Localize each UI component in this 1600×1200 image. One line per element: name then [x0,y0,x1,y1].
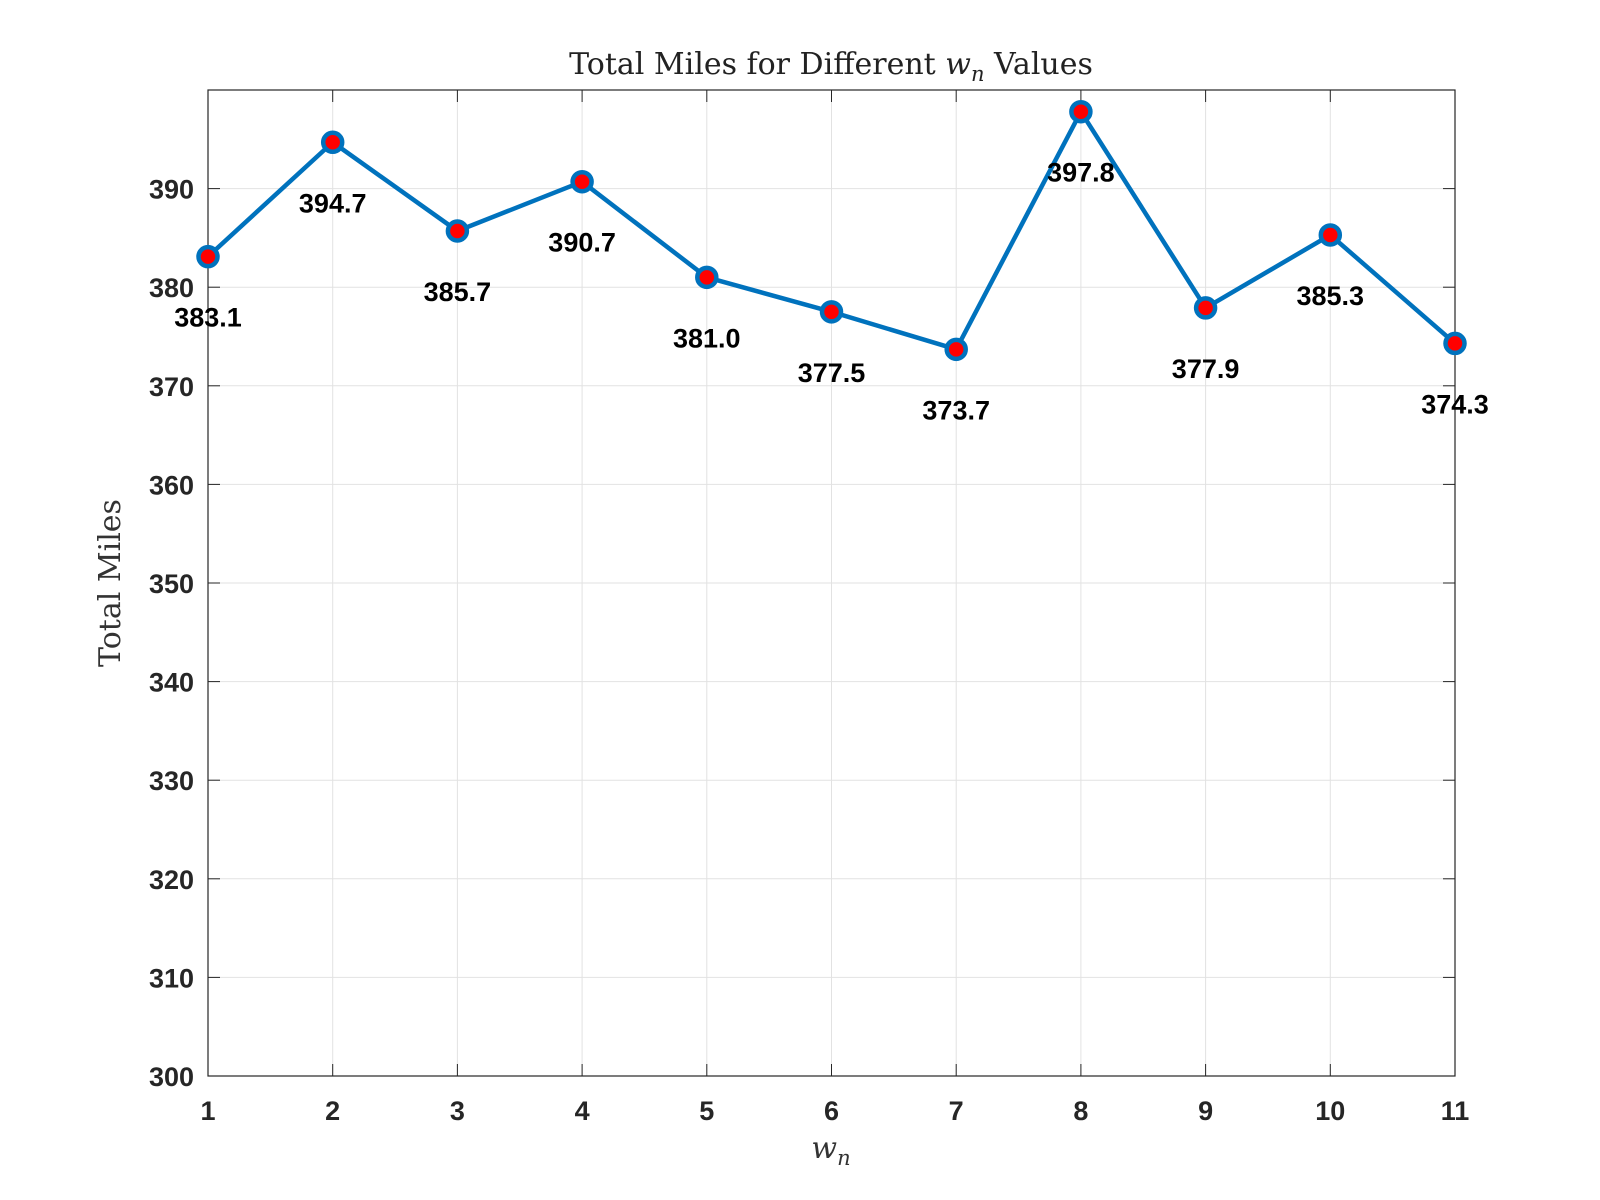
x-tick-label: 2 [325,1096,340,1126]
data-point [819,300,844,324]
y-tick-label: 340 [149,668,194,698]
y-tick-label: 370 [149,372,194,402]
data-label: 390.7 [548,228,616,258]
x-tick-label: 5 [699,1096,714,1126]
data-point [944,337,968,362]
series-miles [196,99,1467,362]
y-tick-label: 330 [149,766,194,796]
data-point [1193,296,1218,320]
y-tick-label: 320 [149,865,194,895]
x-axis-label: wn [811,1131,850,1170]
x-tick-label: 4 [575,1096,590,1126]
data-label: 381.0 [673,323,741,353]
data-point [320,130,345,155]
y-tick-label: 350 [149,569,194,599]
y-tick-label: 390 [149,175,194,205]
data-label: 374.3 [1421,389,1489,419]
data-point [570,169,594,194]
grid [207,90,1456,1077]
data-point [1443,331,1467,356]
data-point [196,244,220,269]
x-tick-label: 8 [1073,1096,1088,1126]
y-tick-label: 380 [149,273,194,303]
data-label: 377.5 [798,358,866,388]
data-labels: 383.1 394.7 385.7 390.7 381.0 377.5 373.7 397.8… [174,158,1489,426]
data-label: 377.9 [1172,354,1240,384]
x-tick-label: 7 [949,1096,964,1126]
x-tick-label: 1 [200,1096,215,1126]
x-tick-label: 11 [1441,1096,1470,1126]
data-point [1069,99,1093,124]
x-tick-label: 9 [1198,1096,1213,1126]
data-point [1318,223,1343,247]
x-tick-label: 6 [824,1096,839,1126]
axis-ticks: 1 2 3 4 5 6 7 8 9 10 11 300 310 320 330 340 350 360 370 380… [149,90,1469,1126]
data-label: 385.7 [424,277,492,307]
y-axis-label: Total Miles [93,499,128,667]
data-label: 373.7 [922,395,990,425]
data-label: 397.8 [1047,158,1115,188]
y-tick-label: 360 [149,470,194,500]
y-tick-label: 300 [149,1062,194,1092]
y-tick-label: 310 [149,963,194,993]
data-label: 394.7 [299,188,367,218]
data-point [695,265,719,290]
x-tick-label: 10 [1315,1096,1345,1126]
data-label: 385.3 [1297,281,1365,311]
x-tick-label: 3 [450,1096,465,1126]
data-point [445,219,470,243]
chart-title: Total Miles for Different wn Values [569,47,1093,86]
data-label: 383.1 [174,303,242,333]
